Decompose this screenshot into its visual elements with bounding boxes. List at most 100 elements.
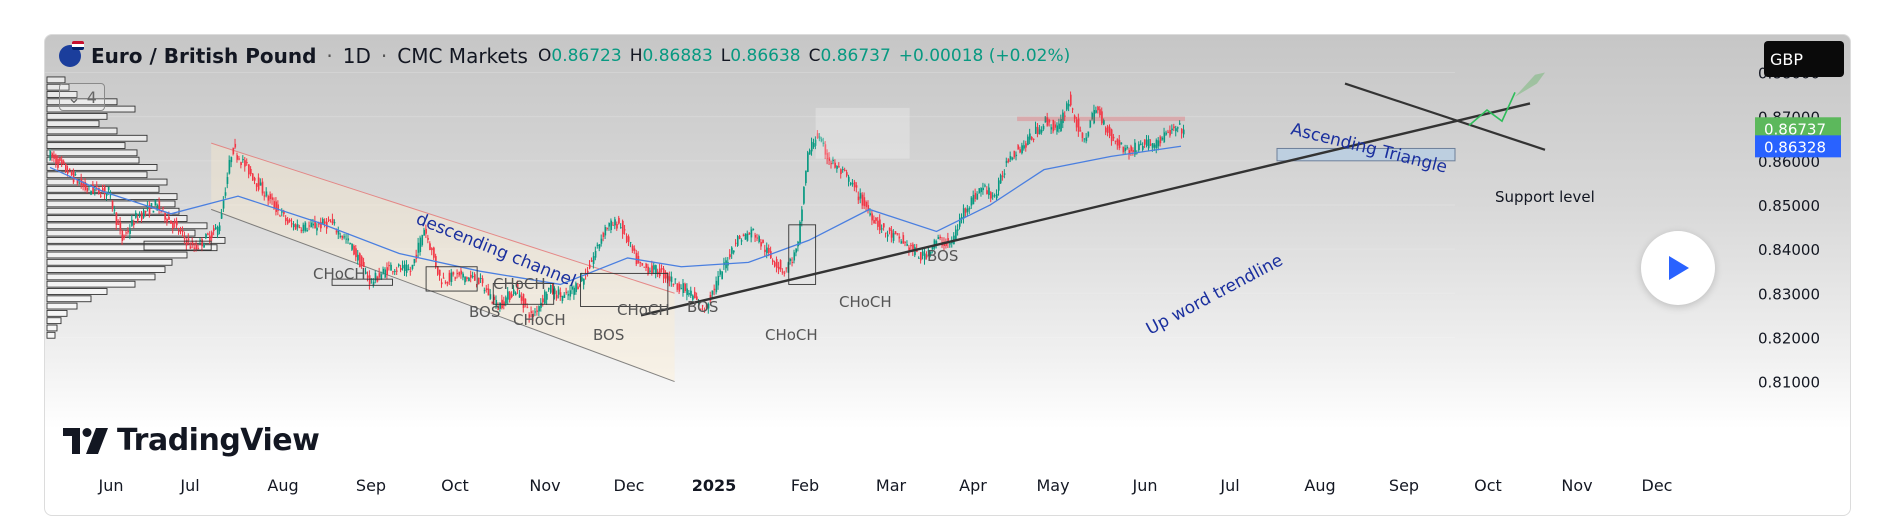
- candle: [454, 276, 457, 281]
- candle-body: [668, 276, 671, 282]
- candle: [164, 211, 166, 223]
- candle: [277, 200, 279, 216]
- candle-body: [994, 195, 996, 197]
- candle-body: [148, 205, 151, 215]
- candle-body: [98, 187, 100, 194]
- up-trendline: [640, 102, 1531, 317]
- candle-body: [55, 155, 57, 164]
- candle: [1046, 112, 1049, 127]
- candle-body: [292, 224, 295, 228]
- candle-body: [890, 230, 893, 238]
- candle-body: [154, 200, 157, 206]
- price-tick-label: 0.81000: [1758, 374, 1820, 392]
- volume-profile-bar: [46, 251, 188, 259]
- candle: [150, 202, 153, 208]
- candle-body: [119, 222, 122, 230]
- candle: [72, 168, 75, 185]
- symbol-name[interactable]: Euro / British Pound: [91, 44, 317, 68]
- candle: [178, 227, 180, 235]
- candle-body: [224, 192, 227, 196]
- candle: [674, 278, 677, 285]
- candle-body: [955, 229, 957, 239]
- candle-body: [577, 286, 579, 290]
- candle: [474, 272, 476, 281]
- candle: [1077, 113, 1080, 137]
- candle: [1017, 144, 1020, 150]
- currency-button[interactable]: GBP: [1764, 41, 1844, 77]
- candle: [248, 164, 250, 179]
- candle: [1034, 121, 1037, 134]
- play-button[interactable]: [1641, 231, 1715, 305]
- candle-body: [980, 187, 983, 193]
- candle-body: [853, 181, 856, 188]
- candle-body: [588, 264, 591, 269]
- candle: [978, 188, 981, 194]
- candle-body: [838, 166, 840, 168]
- indicators-toggle[interactable]: ⌄ 4: [59, 83, 105, 111]
- candle-body: [631, 245, 634, 251]
- tradingview-logo[interactable]: TradingView: [63, 423, 320, 458]
- candle-body: [587, 270, 589, 274]
- candle-body: [1151, 143, 1154, 148]
- candle: [250, 166, 252, 177]
- candle-body: [518, 294, 521, 298]
- time-tick-label: Jul: [1219, 476, 1239, 495]
- candle-body: [296, 224, 299, 228]
- candle: [923, 248, 926, 265]
- candle-body: [131, 219, 133, 226]
- interval-label[interactable]: 1D: [342, 44, 371, 68]
- candle: [308, 221, 311, 231]
- candle: [918, 256, 920, 259]
- candle-body: [491, 301, 494, 303]
- candle-body: [218, 225, 221, 231]
- candle-body: [840, 169, 842, 175]
- volume-profile-bar: [46, 156, 140, 164]
- separator-dot: ·: [380, 44, 388, 68]
- candle-body: [616, 223, 618, 229]
- candle-body: [458, 271, 461, 276]
- last-price-tag: [1755, 117, 1841, 140]
- candle-body: [1003, 173, 1006, 175]
- candle: [70, 170, 73, 177]
- candle: [1179, 120, 1181, 125]
- candle: [703, 307, 706, 313]
- candle: [446, 281, 449, 287]
- candle-body: [812, 143, 815, 148]
- candle: [187, 233, 190, 245]
- candle-body: [869, 213, 872, 216]
- candle: [783, 270, 786, 277]
- candle: [879, 214, 881, 234]
- candle: [701, 304, 704, 311]
- candle-body: [711, 290, 714, 295]
- candle-body: [1167, 131, 1170, 133]
- candle: [655, 264, 657, 279]
- candle: [139, 211, 141, 218]
- candle: [717, 271, 720, 290]
- candle: [1145, 134, 1148, 148]
- candle-body: [444, 282, 447, 284]
- candle: [682, 279, 685, 297]
- candle-body: [277, 204, 279, 211]
- candle: [957, 224, 959, 236]
- candle-body: [76, 180, 79, 184]
- candle: [544, 289, 546, 305]
- candle-body: [579, 284, 581, 287]
- candle: [1140, 140, 1142, 146]
- candle-body: [351, 243, 353, 250]
- candle-body: [166, 219, 168, 223]
- candle: [577, 282, 579, 290]
- candle-body: [205, 234, 207, 239]
- candle: [1038, 125, 1041, 135]
- candle: [614, 216, 616, 230]
- candle: [1087, 131, 1090, 138]
- candle-body: [403, 264, 406, 272]
- candle: [448, 270, 451, 286]
- candle-body: [664, 272, 667, 279]
- candle: [442, 272, 445, 279]
- time-tick-label: Jun: [1132, 476, 1158, 495]
- candle: [1042, 123, 1045, 132]
- candle-body: [598, 244, 601, 249]
- candle: [1089, 119, 1092, 129]
- candle-body: [263, 195, 266, 197]
